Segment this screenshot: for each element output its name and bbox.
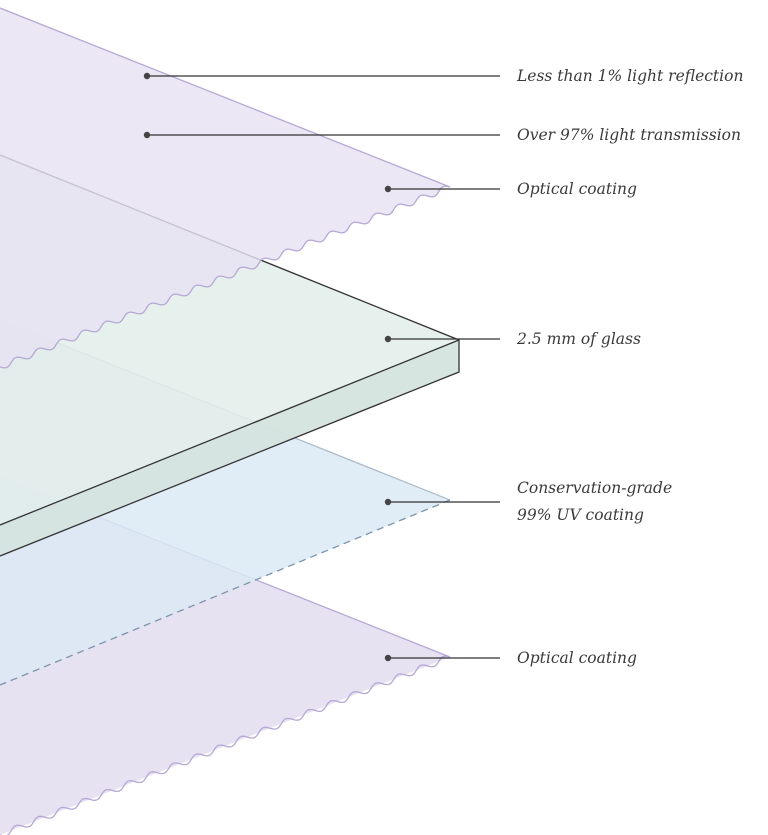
- dot-top-coating: [384, 185, 392, 193]
- top-coating-top-edge: [0, 7, 451, 188]
- label-bottom-optical-coating: Optical coating: [517, 649, 637, 667]
- leader-dots: [143, 72, 392, 662]
- label-uv-coating-line2: 99% UV coating: [517, 506, 644, 524]
- dot-bottom-coating: [384, 654, 392, 662]
- uv-coating-dashed-edge: [0, 499, 451, 686]
- glass-side-face: [0, 340, 459, 556]
- label-glass-thickness: 2.5 mm of glass: [517, 330, 641, 348]
- label-uv-coating: Conservation-grade 99% UV coating: [517, 475, 672, 529]
- bottom-coating-wavy-edge: [0, 655, 451, 835]
- dot-uv-coating: [384, 498, 392, 506]
- label-light-reflection: Less than 1% light reflection: [517, 67, 744, 85]
- dot-transmission: [143, 131, 151, 139]
- label-uv-coating-line1: Conservation-grade: [517, 479, 673, 497]
- leader-lines: [147, 75, 500, 659]
- dot-reflection: [143, 72, 151, 80]
- label-top-optical-coating: Optical coating: [517, 180, 637, 198]
- dot-glass: [384, 335, 392, 343]
- top-coating-wavy-edge: [0, 185, 451, 369]
- top-coating-layer: [0, 8, 450, 368]
- label-light-transmission: Over 97% light transmission: [517, 126, 741, 144]
